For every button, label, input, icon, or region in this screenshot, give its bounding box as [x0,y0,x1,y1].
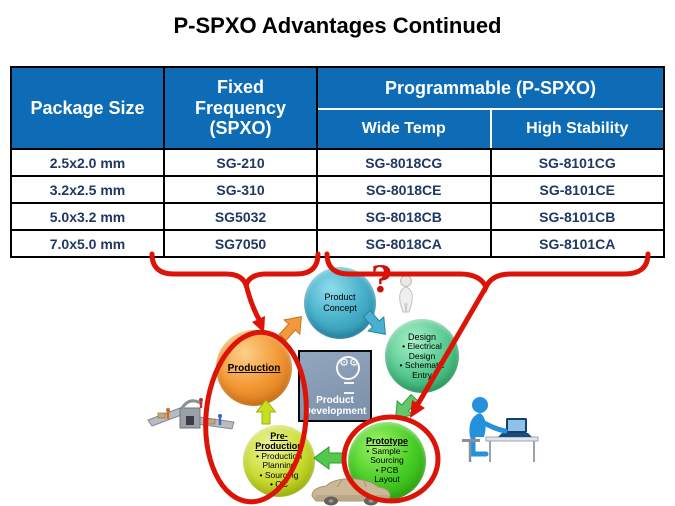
design-circle: Design • Electrical Design • Schematic E… [385,319,459,393]
cell-wide-temp: SG-8018CE [318,177,492,202]
arrow-prototype-to-preproduction [313,446,345,470]
red-arrowhead-prototype [410,400,425,418]
lightbulb-gears-icon: ⚙⚙ [334,356,366,396]
red-brace-left [149,251,321,293]
cell-fixed: SG-310 [165,177,318,202]
thinking-person-icon [399,275,413,313]
table-row: 5.0x3.2 mm SG5032 SG-8018CB SG-8101CB [12,202,663,229]
cell-package: 7.0x5.0 mm [12,231,165,256]
cell-package: 5.0x3.2 mm [12,204,165,229]
pre-production-circle: Pre-Production • Production Planning • S… [243,425,315,497]
table-row: 7.0x5.0 mm SG7050 SG-8018CA SG-8101CA [12,229,663,256]
person-at-computer-illustration [462,397,539,462]
table-header: Package Size Fixed Frequency (SPXO) Prog… [12,68,663,148]
pre-production-item: • QC [269,479,289,490]
cell-high-stability: SG-8101CG [491,150,663,175]
factory-illustration [147,398,235,430]
cell-high-stability: SG-8101CA [491,231,663,256]
header-package-size: Package Size [12,68,165,148]
table-row: 3.2x2.5 mm SG-310 SG-8018CE SG-8101CE [12,175,663,202]
prototype-item: • Sample – Sourcing [366,445,408,466]
cell-wide-temp: SG-8018CG [318,150,492,175]
cell-fixed: SG5032 [165,204,318,229]
page-title: P-SPXO Advantages Continued [173,13,502,38]
product-concept-circle: Product Concept [304,267,376,339]
header-wide-temp: Wide Temp [318,110,492,148]
pre-production-title: Pre-Production [255,431,303,451]
design-item: • Schematic Entry [399,360,445,380]
production-circle: Production [216,330,292,406]
red-line-to-production [243,281,264,326]
product-concept-label: Product Concept [323,292,357,313]
table-row: 2.5x2.0 mm SG-210 SG-8018CG SG-8101CG [12,148,663,175]
question-mark-icon: ? [371,259,393,301]
arrow-design-to-prototype [395,393,419,420]
arrow-production-to-concept [278,315,302,342]
cell-fixed: SG-210 [165,150,318,175]
prototype-circle: Prototype • Sample – Sourcing • PCB Layo… [348,422,426,500]
production-title: Production [227,362,281,374]
product-table: Package Size Fixed Frequency (SPXO) Prog… [10,66,665,258]
product-development-box: ⚙⚙ Product Development [298,350,372,422]
cell-high-stability: SG-8101CE [491,177,663,202]
header-fixed-frequency-label: Fixed Frequency (SPXO) [194,76,287,139]
cell-wide-temp: SG-8018CB [318,204,492,229]
prototype-item: • PCB Layout [374,464,400,485]
header-programmable: Programmable (P-SPXO) [318,68,663,110]
product-development-label: Product Development [303,395,367,417]
design-item: • Electrical Design [402,341,442,361]
pre-production-item: • Production Planning [256,450,302,471]
cell-wide-temp: SG-8018CA [318,231,492,256]
cell-package: 3.2x2.5 mm [12,177,165,202]
header-programmable-group: Programmable (P-SPXO) Wide Temp High Sta… [318,68,663,148]
cell-high-stability: SG-8101CB [491,204,663,229]
cell-fixed: SG7050 [165,231,318,256]
header-fixed-frequency: Fixed Frequency (SPXO) [165,68,318,148]
header-high-stability: High Stability [491,110,663,148]
cell-package: 2.5x2.0 mm [12,150,165,175]
